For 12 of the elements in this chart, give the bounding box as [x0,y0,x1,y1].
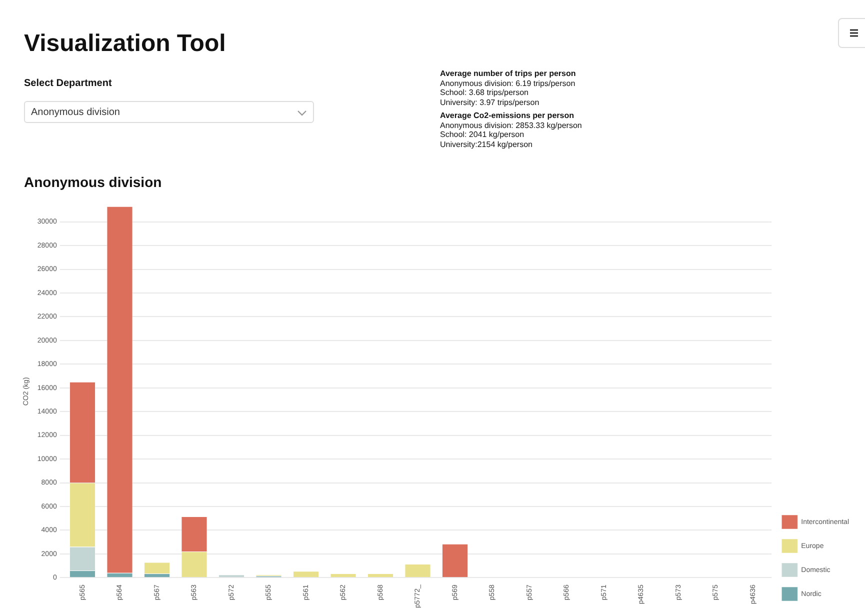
text: Average number of trips per person [440,69,577,78]
text: Anonymous division: 2853.33 kg/person [440,120,582,130]
text: University:2154 kg/person [440,140,534,149]
text: Visualization Tool [24,30,226,58]
text: School: 3.68 trips/person [440,88,530,98]
text: Select Department [24,78,112,89]
text: University: 3.97 trips/person [440,98,540,107]
chart-title: Anonymous division [24,174,162,190]
text: Anonymous division [31,107,120,118]
text: Average Co2-emissions per person [440,111,575,120]
text: Anonymous division: 6.19 trips/person [440,78,576,88]
text: School: 2041 kg/person [440,130,526,140]
